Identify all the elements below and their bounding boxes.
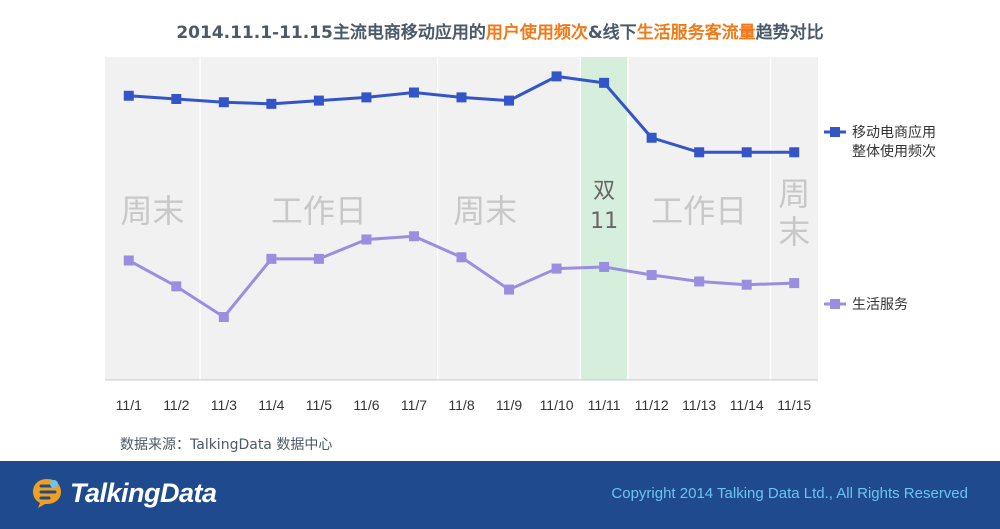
data-point xyxy=(266,98,277,109)
logo-text: TalkingData xyxy=(70,477,217,508)
x-tick-label: 11/14 xyxy=(730,397,764,413)
copyright-text: Copyright 2014 Talking Data Ltd., All Ri… xyxy=(611,485,968,502)
data-point xyxy=(408,87,419,98)
legend-label: 移动电商应用 xyxy=(852,124,936,141)
title-part-1: 2014.11.1-11.15主流电商移动应用的 xyxy=(176,23,486,43)
data-point xyxy=(504,95,515,106)
legend-swatch-marker xyxy=(830,127,840,137)
brand-logo: TalkingData xyxy=(30,473,217,513)
data-point xyxy=(551,263,562,274)
footer-bar: TalkingData Copyright 2014 Talking Data … xyxy=(0,461,1000,529)
data-point xyxy=(789,147,800,158)
data-point xyxy=(123,255,134,266)
x-tick-label: 11/7 xyxy=(401,397,427,413)
band-label: 周 xyxy=(778,175,810,213)
legend-swatch-marker xyxy=(830,299,840,309)
data-point xyxy=(313,253,324,264)
title-highlight-2: 生活服务客流量 xyxy=(636,23,756,43)
title-part-3: 趋势对比 xyxy=(755,23,824,43)
data-point xyxy=(646,132,657,143)
data-point xyxy=(456,92,467,103)
data-point xyxy=(361,234,372,245)
data-point xyxy=(218,97,229,108)
data-point xyxy=(551,71,562,82)
data-point xyxy=(456,252,467,263)
data-point xyxy=(408,231,419,242)
title-highlight-1: 用户使用频次 xyxy=(485,23,588,43)
data-point xyxy=(599,261,610,272)
data-point xyxy=(123,90,134,101)
band-label: 双 xyxy=(593,179,615,204)
x-tick-label: 11/13 xyxy=(682,397,716,413)
x-tick-label: 11/15 xyxy=(777,397,811,413)
data-point xyxy=(789,278,800,289)
plot-area xyxy=(105,57,818,380)
data-point xyxy=(361,92,372,103)
data-point xyxy=(599,77,610,88)
x-tick-label: 11/10 xyxy=(540,397,574,413)
band-label: 周末 xyxy=(453,192,517,230)
data-point xyxy=(313,95,324,106)
data-point xyxy=(504,284,515,295)
data-point xyxy=(741,147,752,158)
band-label: 11 xyxy=(590,209,618,234)
data-point xyxy=(741,279,752,290)
band-label: 工作日 xyxy=(271,192,367,230)
data-point xyxy=(171,281,182,292)
data-point xyxy=(266,253,277,264)
x-tick-label: 11/6 xyxy=(353,397,379,413)
x-tick-label: 11/11 xyxy=(588,397,621,413)
x-tick-label: 11/4 xyxy=(258,397,284,413)
x-tick-label: 11/12 xyxy=(635,397,669,413)
chart-title: 2014.11.1-11.15主流电商移动应用的用户使用频次&线下生活服务客流量… xyxy=(0,18,1000,43)
data-point xyxy=(694,147,705,158)
band-label: 周末 xyxy=(121,192,185,230)
band-label: 末 xyxy=(778,213,810,251)
x-tick-label: 11/9 xyxy=(496,397,522,413)
talkingdata-logo-icon xyxy=(33,479,61,508)
legend-label: 生活服务 xyxy=(852,297,908,313)
data-point xyxy=(218,312,229,323)
x-tick-label: 11/1 xyxy=(116,397,142,413)
x-tick-label: 11/2 xyxy=(163,397,189,413)
x-tick-label: 11/5 xyxy=(306,397,332,413)
data-point xyxy=(646,270,657,281)
x-tick-label: 11/8 xyxy=(448,397,474,413)
band-label: 工作日 xyxy=(651,192,747,230)
title-part-2: &线下 xyxy=(587,23,637,43)
data-point xyxy=(171,93,182,104)
legend-label: 整体使用频次 xyxy=(852,143,936,160)
x-tick-label: 11/3 xyxy=(211,397,237,413)
data-point xyxy=(694,276,705,287)
data-source-note: 数据来源：TalkingData 数据中心 xyxy=(120,437,333,453)
highlight-band xyxy=(580,57,628,380)
